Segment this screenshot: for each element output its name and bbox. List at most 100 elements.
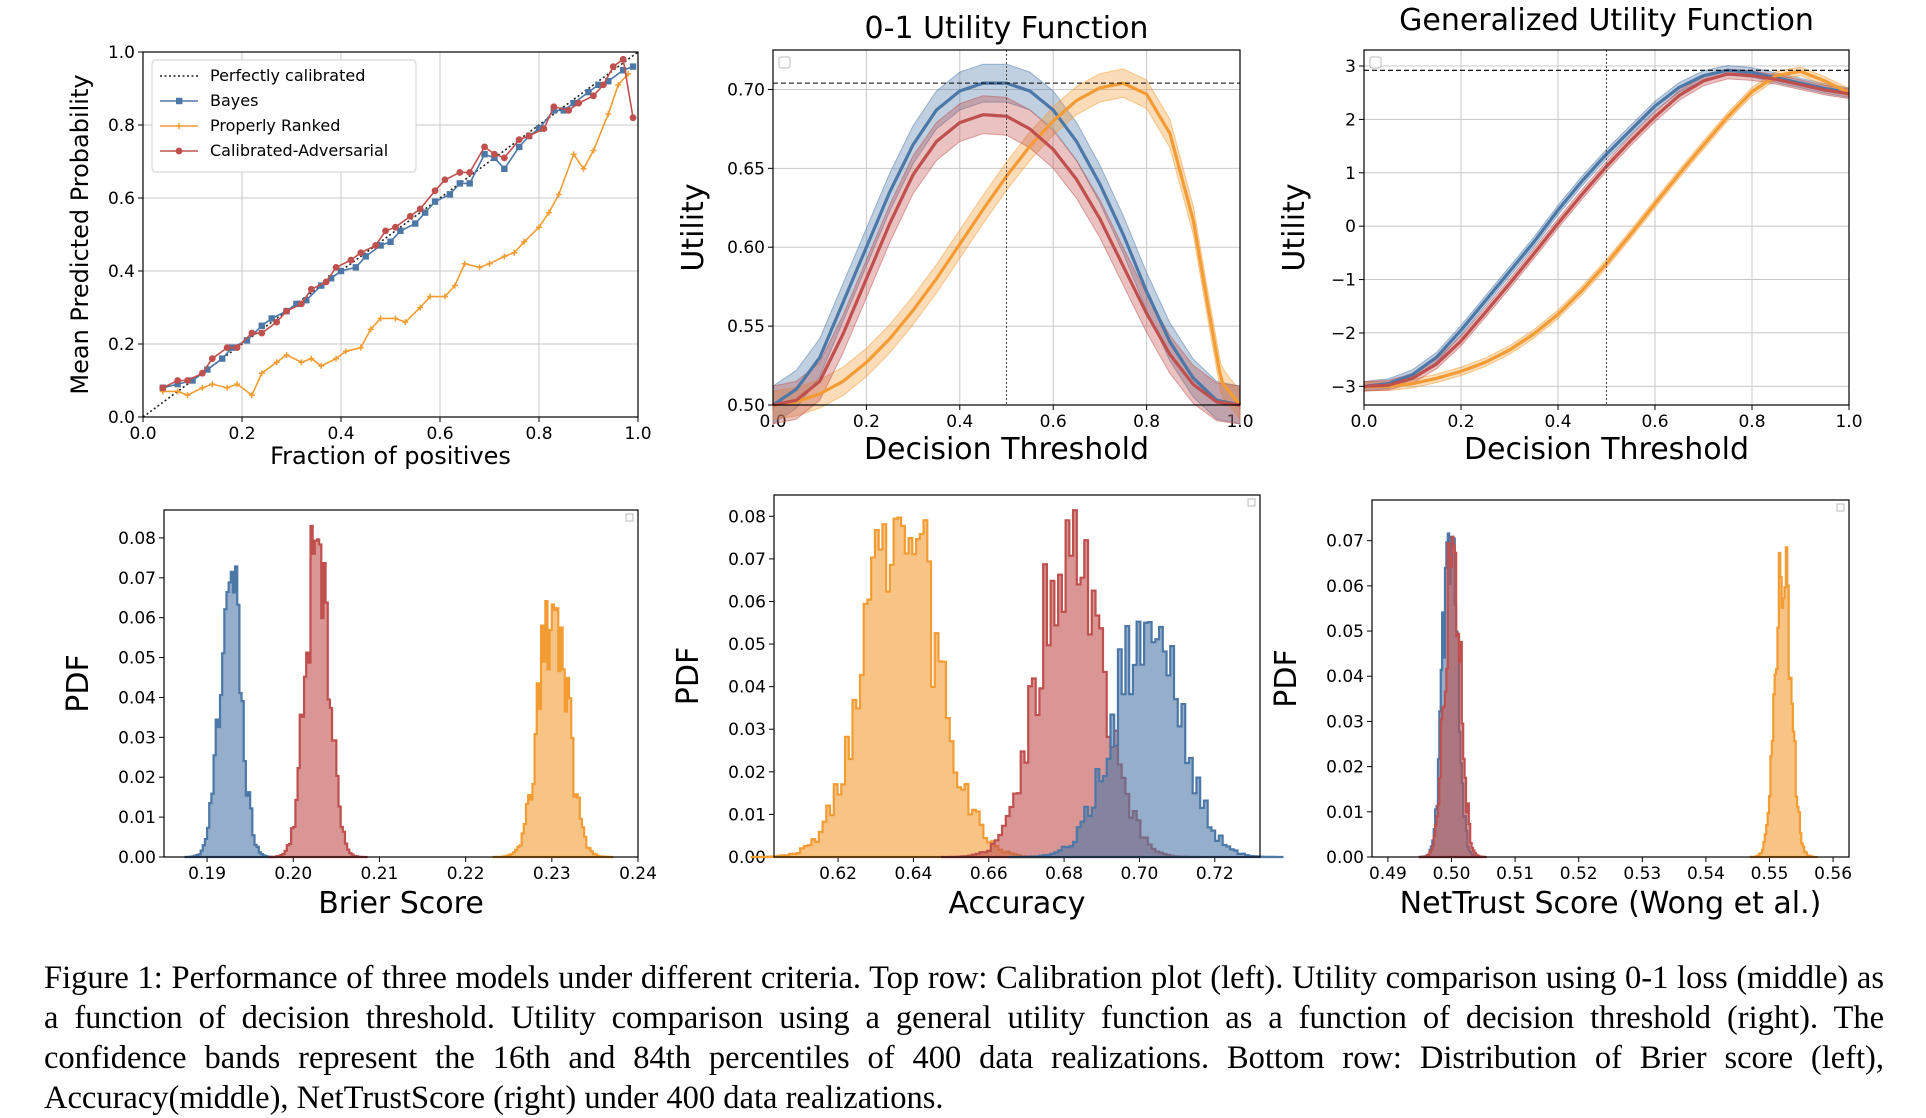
accuracy-histogram: 0.62 0.64 0.66 0.68 0.70 0.72 0.00 0.01 0.02 0.03… [671,494,1284,921]
x-tick-label: 0.64 [894,864,932,884]
data-point [258,329,266,337]
y-tick-label: −3 [1331,377,1356,397]
data-point [516,143,523,151]
data-point [466,180,473,187]
generalized-utility-plot: 0.0 0.2 0.4 0.6 0.8 1.0 −3 −2 −1 0 1 2 3 Decision Thr… [1277,3,1863,467]
legend-marker [176,97,183,105]
data-point [352,264,360,271]
y-axis-label: PDF [1269,649,1304,707]
x-tick-label: 0.55 [1751,864,1789,884]
data-point [511,249,518,256]
confidence-band-adv [772,95,1241,425]
x-tick-label: 0.70 [1121,864,1159,884]
data-point [233,344,241,352]
y-tick-label: 0.06 [728,592,766,612]
data-point [224,384,231,391]
chart-title: Generalized Utility Function [1399,3,1814,38]
x-tick-label: 0.8 [1738,412,1765,432]
empty-legend-box [1369,56,1382,69]
y-axis-label: Mean Predicted Probability [66,74,94,394]
data-point [550,103,558,111]
empty-legend-box [1247,498,1256,507]
data-point [184,377,191,384]
x-tick-label: 0.2 [1447,412,1474,432]
y-tick-label: 0.4 [108,262,135,282]
data-point [204,366,211,373]
chart-title: 0-1 Utility Function [865,11,1149,46]
axes-frame [1371,499,1850,858]
y-tick-label: 2 [1345,110,1356,130]
data-point [421,209,429,216]
legend: Perfectly calibrated Bayes Properly Ranked… [151,59,417,173]
x-tick-label: 0.4 [327,424,354,444]
x-tick-label: 0.49 [1369,864,1407,884]
data-point [327,275,335,282]
x-tick-label: 0.2 [853,412,880,432]
data-point [491,150,498,158]
y-tick-label: 0.03 [728,720,766,740]
data-point [318,362,325,369]
nettrust-score-histogram: 0.49 0.50 0.51 0.52 0.53 0.54 0.55 0.56 0.00 0.01… [1269,499,1852,921]
y-tick-label: 0.07 [728,550,766,570]
data-point [303,297,310,304]
data-point [332,263,340,271]
series-line-adv [772,113,1241,407]
data-point [570,151,577,158]
data-point [333,355,340,362]
x-tick-label: 0.4 [946,412,973,432]
data-point [362,253,369,260]
x-axis-label: Brier Score [318,886,484,921]
data-point [446,191,454,198]
x-axis-label: Accuracy [949,886,1086,921]
x-tick-label: 0.72 [1196,864,1234,884]
data-point [540,125,548,133]
data-point [219,355,226,362]
data-point [590,147,597,154]
y-tick-label: 0.65 [727,159,765,179]
data-point [357,344,364,351]
y-tick-label: 0.70 [727,80,765,100]
data-point [387,238,394,245]
y-tick-label: 0.55 [727,317,765,337]
data-point [243,337,251,344]
x-tick-label: 0.23 [533,864,571,884]
y-tick-label: 0.06 [118,609,156,629]
x-tick-label: 0.52 [1560,864,1598,884]
data-point [298,300,305,308]
data-point [322,278,330,286]
data-point [337,267,345,275]
data-point [209,381,216,388]
data-point [223,344,231,352]
y-tick-label: 0.08 [118,529,156,549]
data-point [555,191,562,198]
empty-legend-box [625,513,634,522]
x-tick-label: 0.22 [447,864,485,884]
data-point [283,351,290,358]
y-tick-label: 0.03 [118,728,156,748]
figure-caption: Figure 1: Performance of three models un… [44,960,1884,1116]
data-point [619,55,627,63]
y-tick-label: 0.0 [108,408,135,428]
perfectly-calibrated-line [142,51,639,418]
x-tick-label: 0.53 [1623,864,1661,884]
data-point [234,381,241,388]
data-point [441,176,449,184]
data-point [466,169,474,176]
axes-frame [142,51,639,418]
data-point [619,67,627,74]
y-tick-label: 0.08 [728,507,766,527]
axes-frame [773,494,1261,858]
histogram-bayes [1008,620,1284,859]
data-point [500,154,508,162]
data-point [416,205,424,213]
zero-one-utility-plot: 0.0 0.2 0.4 0.6 0.8 1.00.500.550.600.650.70De… [676,11,1254,467]
data-point [481,143,488,151]
data-point [451,282,458,289]
data-point [307,285,315,293]
y-tick-label: 0.02 [118,768,156,788]
data-point [372,242,380,249]
x-tick-label: 0.20 [274,864,312,884]
data-point [377,315,384,322]
data-point [486,260,493,267]
y-axis-label: PDF [671,647,706,705]
